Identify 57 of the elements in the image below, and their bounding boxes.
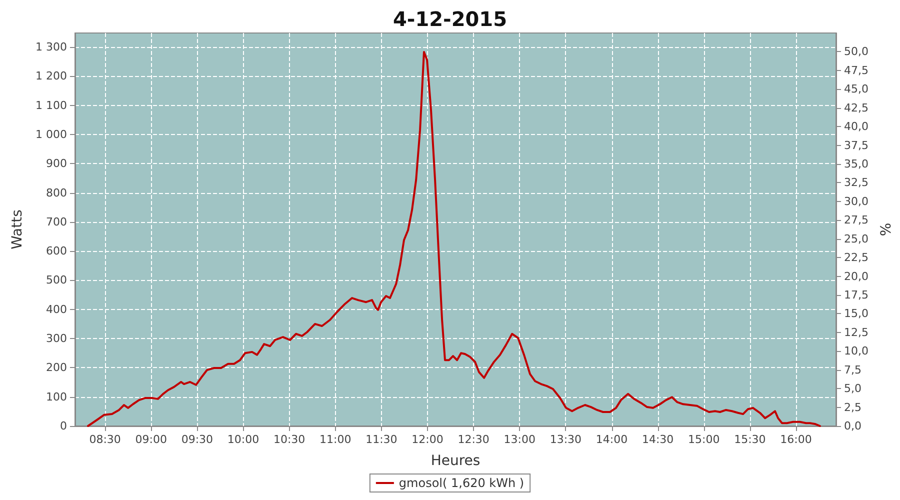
y2-tick-label: 10,0 (844, 344, 868, 358)
y-tick-label: 200 (46, 361, 67, 374)
y-tick-label: 900 (46, 157, 67, 170)
x-tick-label: 09:00 (135, 433, 167, 446)
x-tick-label: 11:30 (366, 433, 398, 446)
y2-tick-label: 2,5 (844, 400, 862, 414)
y2-tick-label: 50,0 (844, 45, 868, 58)
y-tick-label: 1 300 (36, 40, 67, 54)
y2-tick-label: 22,5 (844, 251, 868, 264)
y2-tick-label: 0,0 (844, 420, 862, 432)
y2-tick-label: 25,0 (844, 232, 868, 246)
y-tick-label: 600 (46, 244, 67, 258)
line-series (86, 50, 821, 427)
y-tick-label: 500 (46, 274, 67, 287)
x-tick-label: 13:00 (504, 433, 536, 446)
y-tick-label: 800 (46, 186, 67, 200)
y-tick-label: 1 200 (36, 70, 67, 83)
x-tick-label: 10:00 (227, 433, 260, 446)
x-tick-label: 10:30 (273, 433, 306, 446)
x-tick-label: 15:30 (734, 433, 766, 446)
y2-tick-label: 40,0 (844, 120, 868, 134)
x-tick-label: 12:00 (412, 433, 444, 446)
x-tick-label: 11:00 (320, 433, 352, 446)
y2-tick-label: 5,0 (844, 382, 862, 396)
y-tick-label: 300 (46, 332, 67, 346)
y-tick-label: 1 000 (36, 128, 67, 141)
x-tick-label: 09:30 (181, 433, 214, 446)
y2-tick-label: 35,0 (844, 158, 868, 170)
y-tick-label: 400 (46, 302, 67, 316)
y2-tick-label: 30,0 (844, 194, 868, 208)
y2-tick-label: 7,5 (844, 363, 862, 376)
x-tick-label: 08:30 (89, 433, 121, 446)
y-axis-title: Watts (10, 210, 26, 250)
x-tick-label: 14:30 (642, 433, 674, 446)
x-tick-label: 16:00 (780, 433, 812, 446)
y2-tick-label: 37,5 (844, 138, 868, 152)
y-tick-label: 700 (46, 215, 67, 228)
y2-tick-label: 45,0 (844, 82, 868, 96)
y2-tick-label: 20,0 (844, 270, 868, 283)
y2-axis-title: % (878, 222, 894, 236)
y2-tick-label: 47,5 (844, 64, 868, 77)
x-axis-title: Heures (430, 453, 480, 469)
x-tick-label: 12:30 (458, 433, 490, 446)
y2-tick-label: 17,5 (844, 288, 868, 302)
legend-label: gmosol( 1,620 kWh ) (398, 476, 524, 490)
y-tick-label: 100 (46, 390, 67, 404)
y2-tick-label: 15,0 (844, 307, 868, 320)
x-tick-label: 15:00 (688, 433, 720, 446)
y2-tick-label: 27,5 (844, 214, 868, 227)
y2-tick-label: 12,5 (844, 326, 868, 339)
x-tick-label: 14:00 (596, 433, 628, 446)
chart-title: 4-12-2015 (392, 7, 508, 31)
y-tick-label: 1 100 (36, 98, 67, 112)
y-tick-label: 0 (60, 420, 67, 432)
y2-tick-label: 42,5 (844, 101, 868, 114)
y2-tick-label: 32,5 (844, 176, 868, 190)
x-tick-label: 13:30 (550, 433, 582, 446)
